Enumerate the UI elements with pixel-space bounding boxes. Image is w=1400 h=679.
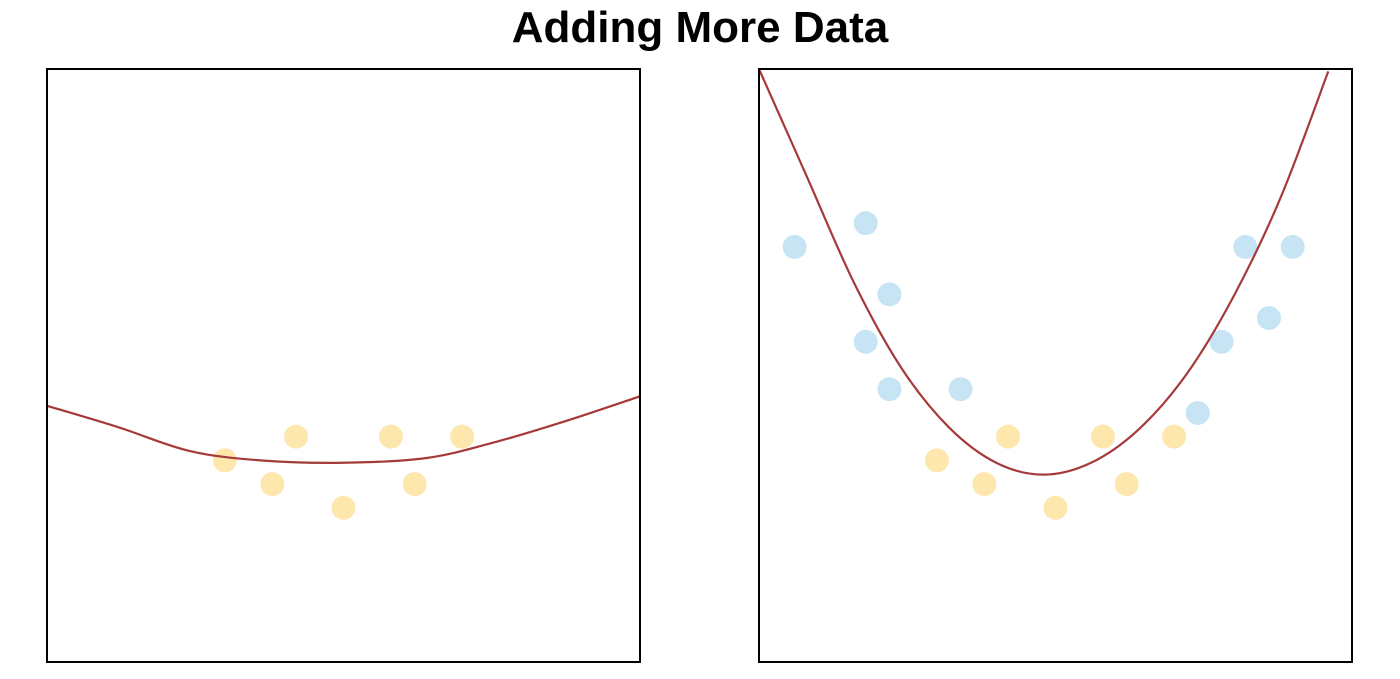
original-data-point (1162, 424, 1187, 449)
original-data-point (378, 424, 403, 449)
original-data-point (996, 424, 1021, 449)
original-data-point (402, 472, 427, 497)
fit-curve (759, 69, 1330, 476)
new-data-point (948, 377, 973, 402)
new-data-point (877, 282, 902, 307)
original-data-point (212, 448, 237, 473)
new-data-point (782, 234, 807, 259)
new-data-point (877, 377, 902, 402)
original-data-point (260, 472, 285, 497)
original-data-point (972, 472, 997, 497)
original-data-point (331, 495, 356, 520)
original-data-point (450, 424, 475, 449)
plot-frame (46, 68, 641, 663)
original-data-point (924, 448, 949, 473)
left-panel (46, 68, 641, 663)
right-panel (758, 68, 1353, 663)
chart-title: Adding More Data (511, 3, 889, 52)
new-data-point (1185, 400, 1210, 425)
new-data-point (1233, 234, 1258, 259)
new-data-point (1256, 306, 1281, 331)
new-data-point (853, 211, 878, 236)
plot-frame (758, 68, 1353, 663)
new-data-point (1280, 234, 1305, 259)
original-data-point (284, 424, 309, 449)
fit-curve (47, 395, 640, 464)
original-data-point (1114, 472, 1139, 497)
new-data-point (853, 329, 878, 354)
original-data-point (1090, 424, 1115, 449)
new-data-point (1209, 329, 1234, 354)
original-data-point (1043, 495, 1068, 520)
